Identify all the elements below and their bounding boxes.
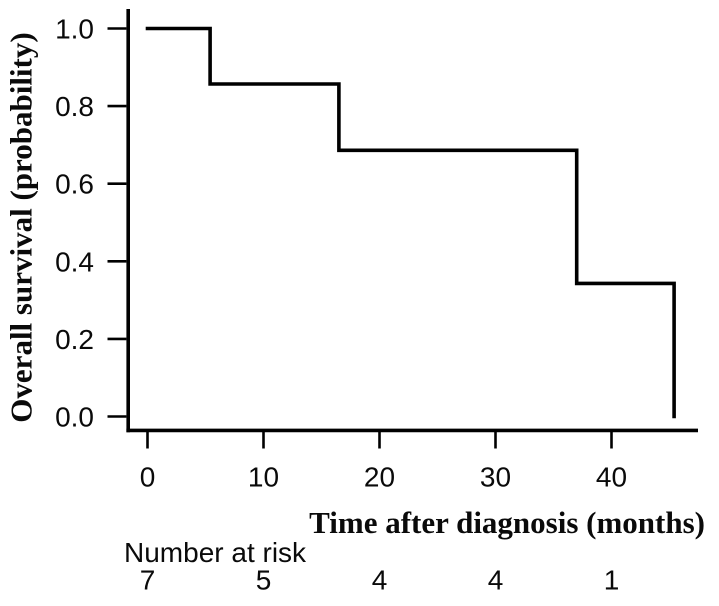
risk-table-label: Number at risk — [124, 537, 307, 568]
risk-count-value: 4 — [372, 565, 388, 596]
risk-table-counts: 7 5 4 4 1 — [140, 565, 620, 596]
x-tick-label: 0 — [140, 462, 156, 493]
x-axis-title: Time after diagnosis (months) — [309, 505, 705, 540]
y-tick-label: 0.8 — [55, 91, 94, 122]
x-tick-label: 20 — [364, 462, 395, 493]
y-tick-label: 0.4 — [55, 246, 94, 277]
risk-count-value: 5 — [256, 565, 272, 596]
x-tick-label: 30 — [480, 462, 511, 493]
y-tick-label: 0.0 — [55, 402, 94, 433]
risk-count-value: 7 — [140, 565, 156, 596]
y-axis-ticks: 0.0 0.2 0.4 0.6 0.8 1.0 — [55, 14, 127, 433]
x-tick-label: 10 — [248, 462, 279, 493]
y-tick-label: 1.0 — [55, 14, 94, 45]
risk-count-value: 4 — [488, 565, 504, 596]
risk-count-value: 1 — [604, 565, 620, 596]
x-axis-ticks: 0 10 20 30 40 — [140, 430, 627, 493]
y-tick-label: 0.2 — [55, 324, 94, 355]
y-axis-title: Overall survival (probability) — [4, 32, 39, 422]
y-tick-label: 0.6 — [55, 169, 94, 200]
survival-step-curve — [145, 26, 676, 419]
x-tick-label: 40 — [596, 462, 627, 493]
